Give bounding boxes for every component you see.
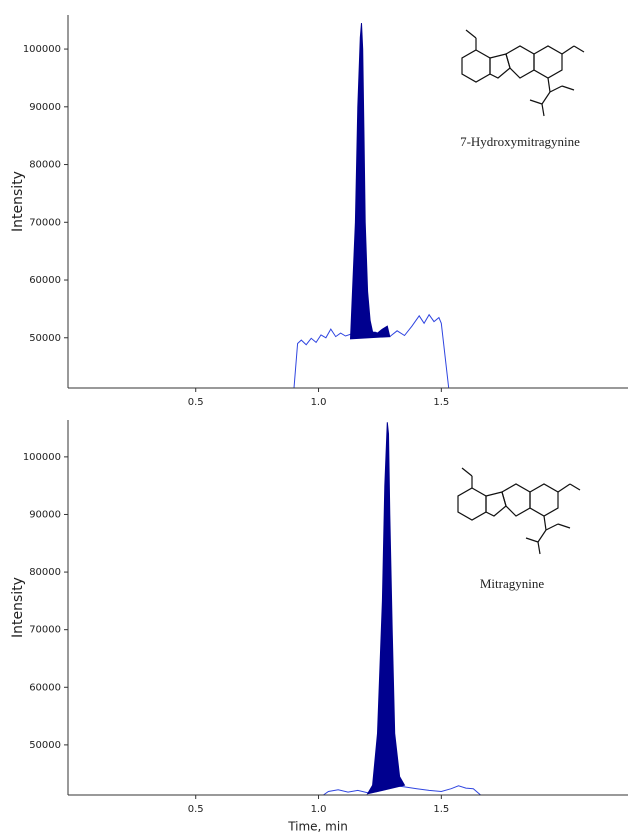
y-tick-label: 100000 xyxy=(23,452,61,463)
x-tick-label: 1.0 xyxy=(311,397,327,408)
y-tick-label: 100000 xyxy=(23,44,61,55)
y-tick-label: 80000 xyxy=(29,567,61,578)
x-tick-label: 1.5 xyxy=(433,397,449,408)
peak-area xyxy=(349,23,391,340)
y-tick-label: 70000 xyxy=(29,217,61,228)
x-tick-label: 1.5 xyxy=(433,804,449,815)
annotation: 7-Hydroxymitragynine xyxy=(460,134,580,149)
y-tick-label: 60000 xyxy=(29,275,61,286)
y-tick-label: 60000 xyxy=(29,682,61,693)
structure xyxy=(457,467,581,555)
y-axis-label: Intensity xyxy=(10,171,26,232)
peak-area xyxy=(366,422,406,795)
x-tick-label: 0.5 xyxy=(188,397,204,408)
y-tick-label: 50000 xyxy=(29,740,61,751)
y-tick-label: 50000 xyxy=(29,333,61,344)
x-tick-label: 1.0 xyxy=(311,804,327,815)
y-axis-label: Intensity xyxy=(10,577,26,638)
structure xyxy=(461,29,585,117)
annotation: Mitragynine xyxy=(480,576,544,591)
x-tick-label: 0.5 xyxy=(188,804,204,815)
y-tick-label: 80000 xyxy=(29,160,61,171)
y-tick-label: 90000 xyxy=(29,509,61,520)
y-tick-label: 90000 xyxy=(29,102,61,113)
y-tick-label: 70000 xyxy=(29,625,61,636)
x-axis-label: Time, min xyxy=(287,820,348,834)
trace xyxy=(323,784,481,796)
